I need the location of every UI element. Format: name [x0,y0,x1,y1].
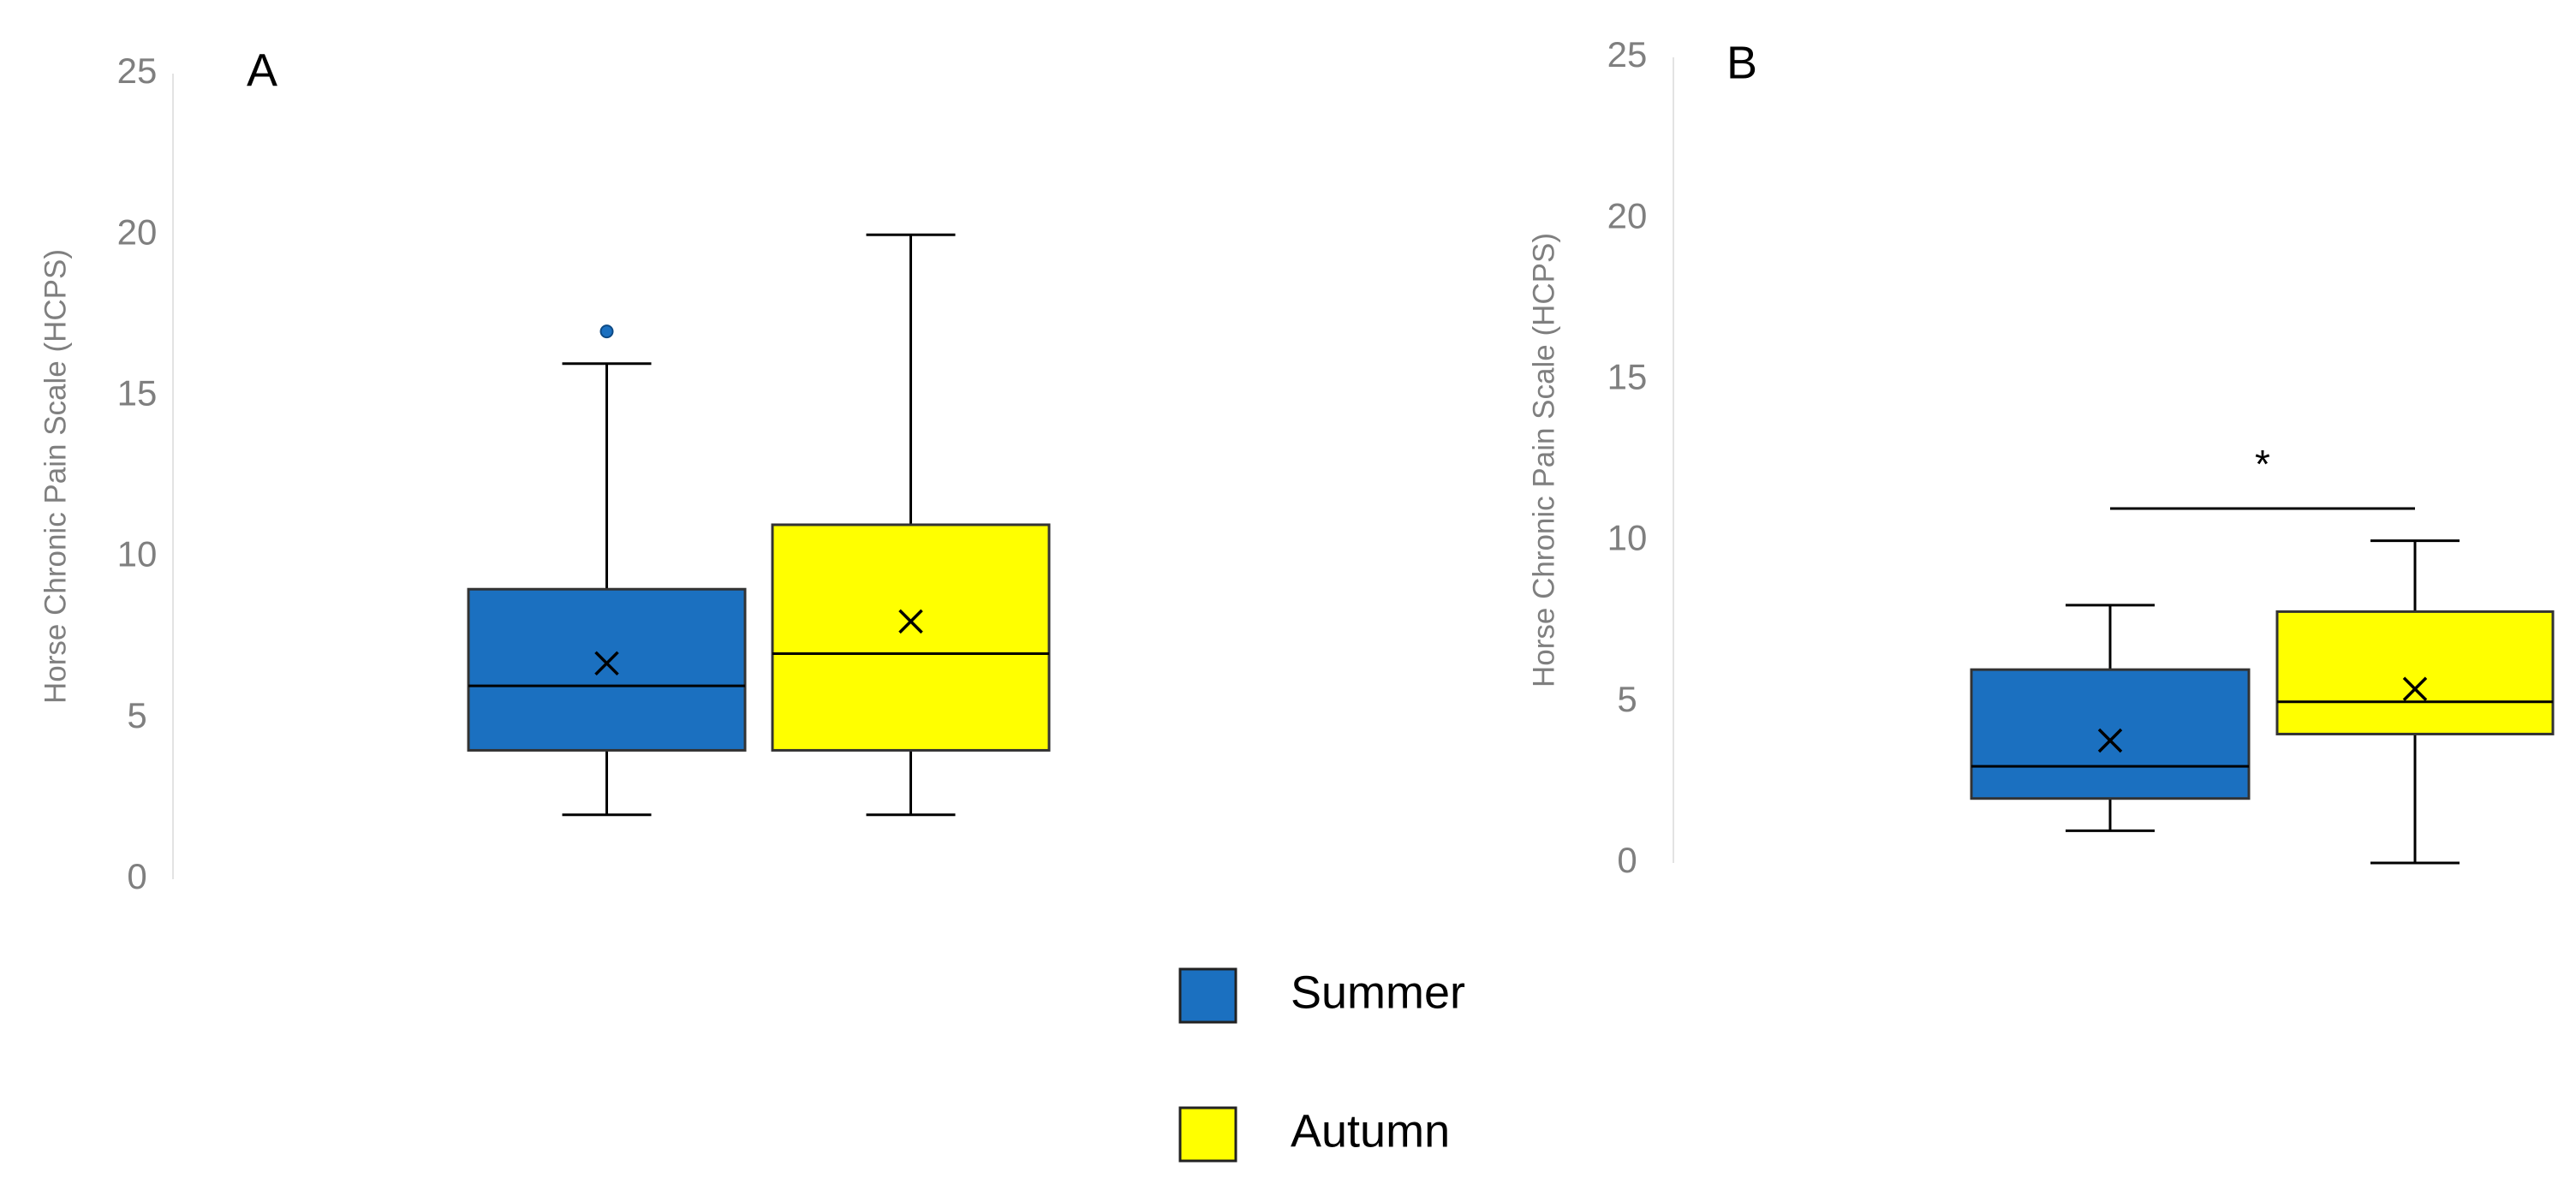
y-tick-label: 15 [1607,356,1648,396]
box [771,523,1051,752]
y-tick-label: 5 [1617,679,1637,719]
y-tick-label: 5 [127,695,146,735]
mean-marker [2097,728,2123,753]
legend-label: Autumn [1291,1105,1450,1157]
panel-label: B [1726,37,1757,88]
box [2275,610,2555,735]
legend-swatch [1178,967,1237,1024]
significance-label: * [2255,442,2270,486]
y-tick-label: 15 [117,372,158,413]
mean-marker [898,609,923,634]
legend-label: Summer [1291,967,1465,1018]
y-axis-label: Horse Chronic Pain Scale (HCPS) [1527,233,1560,687]
box [467,587,747,752]
y-tick-label: 20 [1607,195,1648,235]
y-tick-label: 25 [117,51,158,91]
mean-marker [594,651,619,676]
y-tick-label: 25 [1607,34,1648,74]
panel-label: A [247,45,277,96]
y-tick-label: 0 [127,856,146,896]
y-tick-label: 0 [1617,840,1637,880]
y-tick-label: 10 [1607,518,1648,558]
outlier [599,324,614,339]
y-axis-label: Horse Chronic Pain Scale (HCPS) [39,249,72,704]
legend-swatch [1178,1106,1237,1163]
y-tick-label: 20 [117,211,158,252]
box [1970,668,2251,800]
mean-marker [2402,676,2428,701]
y-tick-label: 10 [117,534,158,574]
